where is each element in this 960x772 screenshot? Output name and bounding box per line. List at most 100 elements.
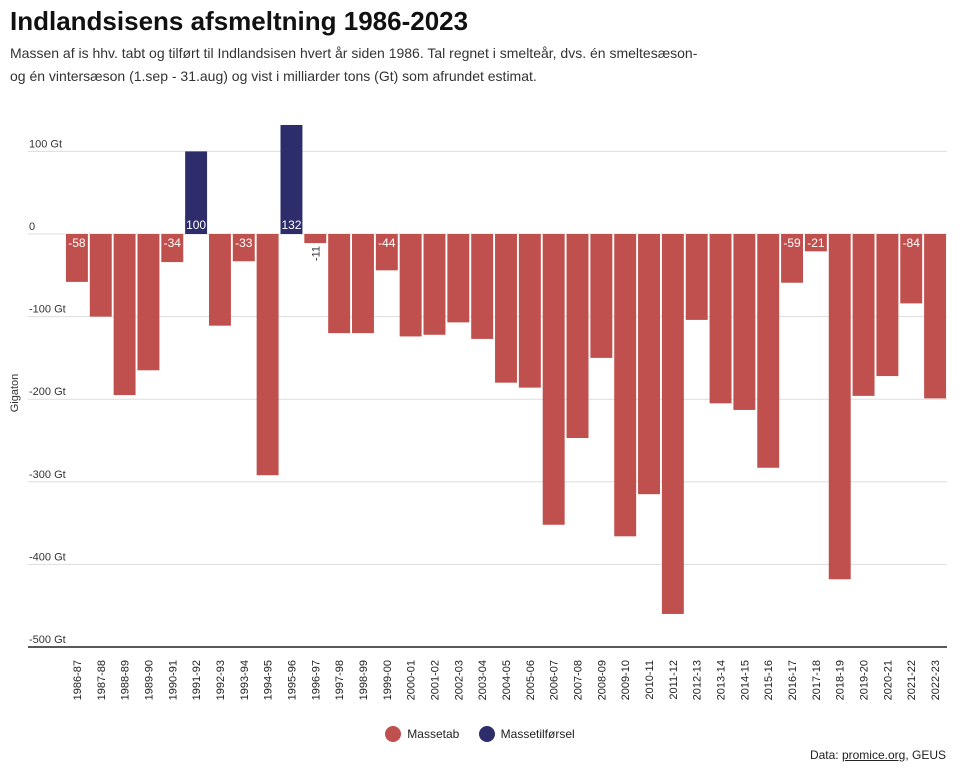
x-tick-label: 1988-89 [120, 660, 132, 700]
legend-item-loss: Massetab [385, 726, 459, 742]
x-tick-label: 2018-19 [835, 660, 847, 700]
bar [399, 234, 422, 337]
bar [304, 234, 327, 244]
y-tick-label: -100 Gt [29, 304, 66, 316]
bar [542, 234, 565, 525]
data-label: 100 [186, 218, 206, 232]
chart-title: Indlandsisens afsmeltning 1986-2023 [10, 6, 469, 36]
x-tick-label: 2001-02 [429, 660, 441, 700]
x-tick-label: 2005-06 [525, 660, 537, 700]
x-tick-label: 2022-23 [930, 660, 942, 700]
bar [590, 234, 613, 358]
bar [185, 151, 208, 234]
x-tick-label: 2021-22 [906, 660, 918, 700]
source-link[interactable]: promice.org [841, 748, 906, 762]
x-tick-label: 2002-03 [453, 660, 465, 700]
bar [256, 234, 279, 476]
y-tick-label: -200 Gt [29, 386, 66, 398]
x-tick-label: 1995-96 [286, 660, 298, 700]
bar [781, 234, 804, 283]
bar [328, 234, 351, 334]
x-tick-label: 2015-16 [763, 660, 775, 700]
x-tick-label: 2017-18 [811, 660, 823, 700]
legend-swatch-loss [385, 726, 402, 742]
bar [232, 234, 255, 262]
data-label: -21 [807, 236, 825, 250]
x-tick-label: 1996-97 [310, 660, 322, 700]
legend-swatch-gain [478, 726, 495, 742]
x-tick-label: 2008-09 [596, 660, 608, 700]
y-tick-label: -300 Gt [29, 469, 66, 481]
bar [757, 234, 780, 468]
x-tick-label: 1986-87 [72, 660, 84, 700]
x-tick-label: 1987-88 [96, 660, 108, 700]
bar [661, 234, 684, 614]
data-label: -33 [235, 236, 253, 250]
data-label: -44 [378, 236, 396, 250]
x-tick-label: 2012-13 [692, 660, 704, 700]
x-tick-label: 2020-21 [882, 660, 894, 700]
source-prefix: Data: [809, 748, 842, 762]
bar [471, 234, 494, 339]
bar [113, 234, 136, 396]
bar-chart: 100 Gt 0 -100 Gt -200 Gt -300 Gt -400 Gt -500 … [9, 124, 947, 700]
bar [375, 234, 398, 271]
data-label: -58 [68, 236, 86, 250]
bar [709, 234, 732, 404]
bar [685, 234, 708, 320]
bar [924, 234, 947, 399]
bar [876, 234, 899, 377]
x-tick-label: 1999-00 [382, 660, 394, 700]
x-tick-label: 2014-15 [739, 660, 751, 700]
x-tick-label: 1989-90 [143, 660, 155, 700]
x-tick-label: 2004-05 [501, 660, 513, 700]
data-label: -59 [783, 236, 801, 250]
bar [137, 234, 160, 371]
chart-subtitle: Massen af is hhv. tabt og tilført til In… [10, 45, 698, 84]
x-tick-label: 1997-98 [334, 660, 346, 700]
x-tick-label: 2009-10 [620, 660, 632, 700]
bar [65, 234, 88, 282]
bar [495, 234, 517, 383]
data-label: 132 [281, 218, 301, 232]
x-tick-label: 2007-08 [573, 660, 585, 700]
x-tick-label: 2003-04 [477, 660, 489, 700]
bar [518, 234, 541, 388]
bar [280, 124, 303, 234]
x-tick-label: 2019-20 [859, 660, 871, 700]
y-tick-label: 100 Gt [29, 138, 62, 150]
bar [733, 234, 756, 410]
y-tick-label: 0 [29, 221, 35, 233]
y-tick-label: -500 Gt [29, 634, 66, 646]
data-label: -84 [903, 236, 921, 250]
x-tick-label: 2016-17 [787, 660, 799, 700]
x-tick-label: 2011-12 [668, 660, 680, 700]
data-label: -11 [310, 246, 322, 261]
x-tick-label: 2013-14 [716, 660, 728, 700]
bar [352, 234, 374, 334]
legend: Massetab Massetilførsel [0, 726, 960, 745]
x-tick-label: 2006-07 [549, 660, 561, 700]
x-tick-label: 1992-93 [215, 660, 227, 700]
x-tick-label: 1990-91 [167, 660, 179, 700]
bar [423, 234, 446, 335]
x-tick-label: 1998-99 [358, 660, 370, 700]
source-suffix: , GEUS [905, 748, 946, 762]
bar [566, 234, 589, 439]
y-axis-label: Gigaton [9, 374, 21, 413]
bar [828, 234, 851, 580]
legend-item-gain: Massetilførsel [478, 726, 575, 742]
bar [208, 234, 231, 326]
source-note: Data: promice.org, GEUS [810, 748, 946, 762]
bar [852, 234, 875, 396]
y-tick-label: -400 Gt [29, 551, 66, 563]
bar [804, 234, 827, 252]
bar [161, 234, 184, 263]
bar [614, 234, 637, 537]
legend-label-loss: Massetab [407, 727, 460, 741]
bar [89, 234, 112, 317]
bar [447, 234, 470, 323]
data-label: -34 [164, 236, 182, 250]
x-tick-label: 1991-92 [191, 660, 203, 700]
x-tick-label: 2010-11 [644, 660, 656, 700]
